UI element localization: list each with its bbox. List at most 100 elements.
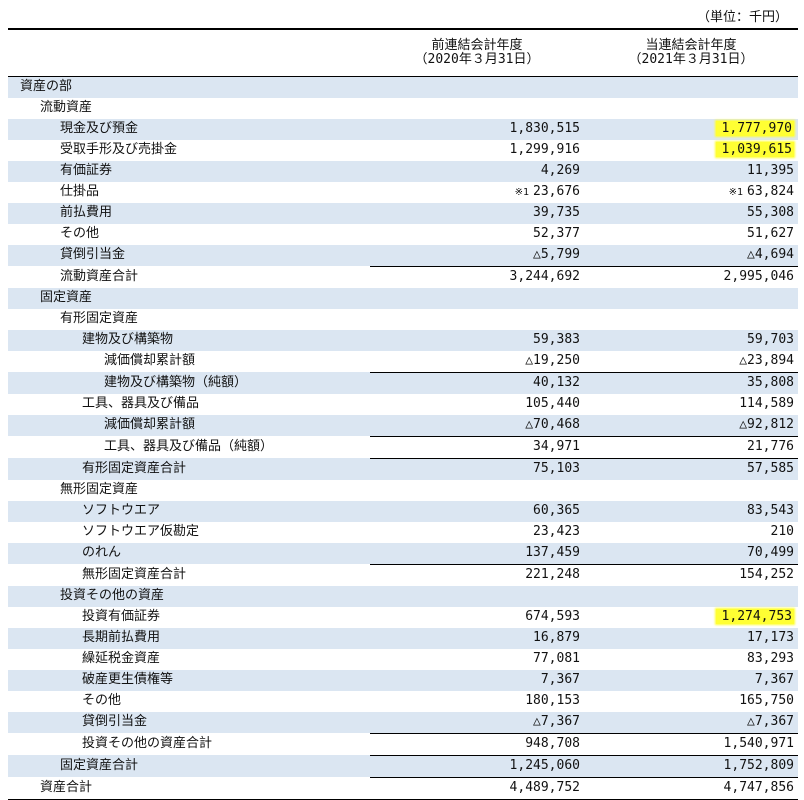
cur-value: 1,752,809 [723,758,794,773]
row-label: 固定資産合計 [8,755,370,777]
cur-value-cell: 154,252 [584,563,798,586]
table-row: 現金及び預金 1,830,515 1,777,970 [8,118,798,140]
cur-value-cell [584,480,798,501]
cur-value: 63,824 [747,183,794,199]
prev-value: 137,459 [525,545,580,560]
cur-value: 1,039,615 [715,142,794,157]
table-row: 貸倒引当金 △5,799 △4,694 [8,244,798,266]
cur-value-cell: 114,589 [584,394,798,415]
prev-value: 34,971 [533,439,580,454]
prev-value: 59,383 [533,332,580,347]
footnote-marker: ※1 [728,186,744,198]
prev-value-cell [370,585,584,607]
cur-value: △7,367 [747,714,794,729]
prev-value: 1,830,515 [509,121,580,136]
cur-value: 154,252 [739,567,794,582]
prev-value-cell: 52,377 [370,224,584,245]
table-row: その他 52,377 51,627 [8,224,798,245]
prev-value-cell: 180,153 [370,691,584,712]
row-label: 貸倒引当金 [8,244,370,266]
row-label: 破産更生債権等 [8,669,370,691]
prev-value: 948,708 [525,736,580,751]
prev-value-cell: 7,367 [370,669,584,691]
cur-value-cell: △23,894 [584,351,798,373]
cur-value: 83,543 [747,503,794,518]
cur-value: △4,694 [747,247,794,262]
cur-value-cell: 57,585 [584,457,798,480]
prev-value: 3,244,692 [509,269,580,284]
table-row: 工具、器具及び備品（純額） 34,971 21,776 [8,435,798,458]
table-row: 投資その他の資産合計 948,708 1,540,971 [8,732,798,755]
row-label: 現金及び預金 [8,118,370,140]
cur-value-cell: 7,367 [584,669,798,691]
cur-value: 59,703 [747,332,794,347]
table-row: 破産更生債権等 7,367 7,367 [8,669,798,691]
row-label: 流動資産 [40,100,93,115]
prev-value-cell [370,480,584,501]
cur-value: 35,808 [747,375,794,390]
prev-value-cell: 60,365 [370,500,584,522]
table-row: 流動資産合計 3,244,692 2,995,046 [8,265,798,288]
cur-value-cell: 55,308 [584,202,798,224]
row-label: 長期前払費用 [8,627,370,649]
cur-value-cell: 210 [584,522,798,543]
prev-value-cell: 1,830,515 [370,118,584,140]
cur-value-cell: 70,499 [584,542,798,564]
table-row: 減価償却累計額 △19,250 △23,894 [8,351,798,373]
table-row: 無形固定資産 [8,480,798,501]
table-row: 有形固定資産合計 75,103 57,585 [8,457,798,480]
table-row: 資産合計 4,489,752 4,747,856 [8,776,798,800]
cur-value: 4,747,856 [723,780,794,795]
cur-period-date: （2021年３月31日） [628,51,754,67]
balance-sheet-table: 前連結会計年度 （2020年３月31日） 当連結会計年度 （2021年３月31日… [8,28,798,800]
table-row: 有価証券 4,269 11,395 [8,160,798,182]
prev-value: 1,245,060 [509,758,580,773]
cur-value-cell: 1,274,753 [584,607,798,628]
cur-value: 2,995,046 [723,269,794,284]
prev-value-cell: 75,103 [370,457,584,480]
cur-value-cell: 165,750 [584,691,798,712]
prev-value: 4,269 [540,163,580,178]
row-label: 貸倒引当金 [8,711,370,733]
prev-value-cell: 105,440 [370,394,584,415]
cur-value-cell: 59,703 [584,329,798,351]
cur-value-cell [584,76,798,98]
row-label: 有形固定資産 [60,311,139,326]
cur-value-cell [584,585,798,607]
prev-value: 7,367 [540,672,580,687]
table-row: 受取手形及び売掛金 1,299,916 1,039,615 [8,140,798,161]
header-row: 前連結会計年度 （2020年３月31日） 当連結会計年度 （2021年３月31日… [8,28,798,77]
cur-value: △23,894 [739,353,794,368]
table-row: 資産の部 [8,76,798,98]
row-label: 資産合計 [8,777,370,800]
table-row: 仕掛品 ※1 23,676 ※1 63,824 [8,182,798,203]
prev-value-cell: 4,269 [370,160,584,182]
prev-period-date: （2020年３月31日） [414,51,540,67]
prev-value-cell [370,98,584,119]
header-prev-period: 前連結会計年度 （2020年３月31日） [370,28,584,77]
cur-value-cell [584,309,798,330]
cur-value: 1,540,971 [723,736,794,751]
prev-value-cell: 221,248 [370,563,584,586]
prev-value-cell: 16,879 [370,627,584,649]
table-row: 繰延税金資産 77,081 83,293 [8,649,798,670]
footnote-marker: ※1 [514,186,530,198]
prev-value-cell [370,287,584,309]
prev-value-cell: 1,299,916 [370,140,584,161]
prev-value-cell: 23,423 [370,522,584,543]
row-label: 無形固定資産合計 [82,566,187,582]
row-label: その他 [60,226,100,241]
prev-value-cell: 948,708 [370,732,584,755]
prev-value-cell: 1,245,060 [370,754,584,777]
prev-value: 23,423 [533,524,580,539]
cur-value-cell: 1,540,971 [584,732,798,755]
row-label: 投資有価証券 [82,609,161,624]
prev-value-cell: 674,593 [370,607,584,628]
cur-value: 1,274,753 [715,609,794,624]
row-label: ソフトウエア [8,500,370,522]
cur-value: 114,589 [739,396,794,411]
prev-value: 39,735 [533,205,580,220]
cur-value-cell: 83,293 [584,649,798,670]
cur-value-cell: 51,627 [584,224,798,245]
prev-value: 16,879 [533,630,580,645]
